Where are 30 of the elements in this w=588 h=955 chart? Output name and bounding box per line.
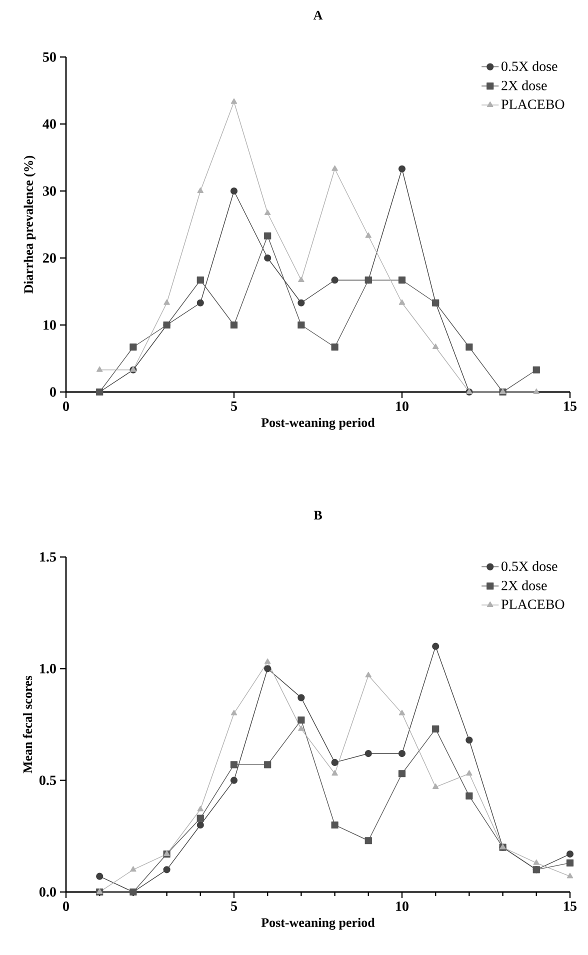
chart-title: A — [313, 10, 323, 20]
x-tick-label: 0 — [63, 402, 69, 411]
x-tick-label: 15 — [564, 902, 576, 911]
y-tick-label: 20 — [43, 253, 56, 263]
y-tick-label: 1.5 — [40, 552, 56, 562]
x-tick-label: 5 — [231, 402, 237, 411]
legend-label: 2X dose — [502, 580, 547, 590]
legend-label: PLACEBO — [501, 600, 564, 610]
chart-title: B — [314, 510, 322, 520]
x-tick-label: 10 — [396, 402, 408, 411]
x-tick-label: 0 — [63, 902, 69, 911]
y-axis-title: Diarrhea prevalence (%) — [24, 156, 36, 294]
y-tick-label: 0.0 — [40, 887, 56, 897]
legend-label: PLACEBO — [501, 100, 564, 110]
x-tick-label: 10 — [396, 902, 408, 911]
y-tick-label: 1.0 — [40, 664, 56, 674]
y-axis-title: Mean fecal scores — [22, 676, 32, 774]
y-tick-label: 10 — [44, 320, 56, 330]
y-tick-label: 50 — [43, 52, 56, 62]
y-tick-label: 0.5 — [40, 776, 56, 786]
x-axis-title: Post-weaning period — [261, 918, 375, 930]
x-tick-label: 5 — [231, 902, 237, 911]
y-tick-label: 0 — [50, 387, 56, 397]
x-tick-label: 15 — [564, 402, 576, 411]
y-tick-label: 30 — [43, 186, 56, 196]
y-tick-label: 40 — [42, 119, 56, 129]
legend-label: 0.5X dose — [502, 561, 558, 572]
x-axis-title: Post-weaning period — [261, 418, 375, 430]
legend-label: 2X dose — [502, 80, 547, 90]
legend-label: 0.5X dose — [502, 61, 558, 72]
